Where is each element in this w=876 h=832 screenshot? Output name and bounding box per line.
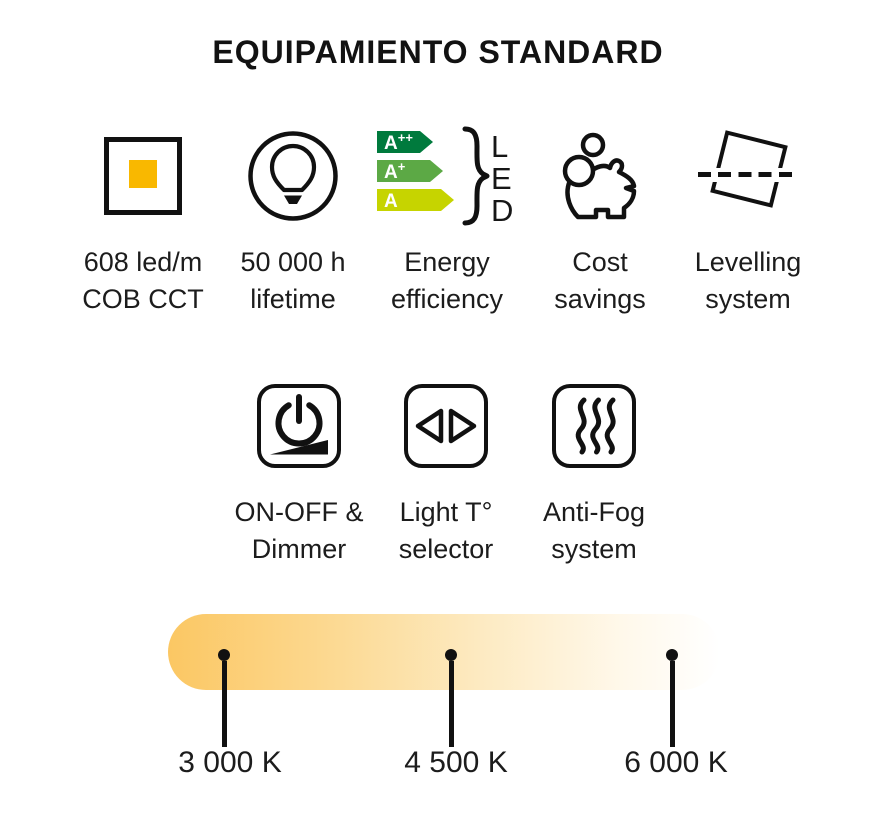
marker-dot bbox=[666, 649, 678, 661]
left-triangle bbox=[415, 408, 443, 443]
heat-wave bbox=[604, 397, 616, 454]
feature-label: 608 led/m COB CCT bbox=[82, 244, 204, 318]
feature-label-line2: Dimmer bbox=[251, 534, 347, 564]
power-dimmer-icon-svg bbox=[269, 393, 328, 454]
feature-light-temperature-selector: Light T° selector bbox=[366, 380, 526, 568]
temperature-label-3000k: 3 000 K bbox=[178, 746, 282, 779]
piggy-bank-icon-svg bbox=[562, 132, 636, 219]
temperature-label-4500k: 4 500 K bbox=[404, 746, 508, 779]
feature-label-line1: Anti-Fog bbox=[542, 497, 646, 527]
energy-arrow-a-plus-plus bbox=[377, 131, 433, 153]
cob-led-icon bbox=[104, 120, 182, 232]
light-selector-icon bbox=[404, 380, 488, 472]
marker-line bbox=[221, 661, 227, 747]
scale-marker-4500k bbox=[445, 649, 457, 747]
feature-label-line1: 608 led/m bbox=[83, 247, 203, 277]
feature-label: Anti-Fog system bbox=[543, 494, 645, 568]
feature-lifetime: 50 000 h lifetime bbox=[213, 120, 373, 318]
marker-line bbox=[448, 661, 454, 747]
power-arc bbox=[275, 401, 322, 446]
feature-label-line2: COB CCT bbox=[82, 284, 204, 314]
led-letter: D bbox=[491, 193, 513, 227]
dimmer-ramp bbox=[269, 439, 328, 454]
svg-text:A+: A+ bbox=[384, 159, 406, 183]
feature-label: Light T° selector bbox=[399, 494, 494, 568]
marker-dot bbox=[218, 649, 230, 661]
cob-chip-square bbox=[129, 160, 157, 188]
feature-label-line1: Cost bbox=[572, 247, 628, 277]
heat-wave bbox=[589, 397, 601, 454]
marker-line bbox=[669, 661, 675, 747]
led-letter: E bbox=[491, 161, 512, 196]
energy-rating-icon-svg: A++ A+ A L E D bbox=[377, 126, 513, 227]
feature-antifog-system: Anti-Fog system bbox=[514, 380, 674, 568]
coin-large bbox=[562, 154, 595, 187]
energy-rating-icon: A++ A+ A L E D bbox=[377, 120, 517, 232]
antifog-heat-icon-svg bbox=[575, 397, 616, 454]
feature-label-line1: 50 000 h bbox=[240, 247, 346, 277]
feature-label-line2: system bbox=[551, 534, 637, 564]
led-letter: L bbox=[491, 129, 508, 164]
levelling-dashed-line bbox=[697, 171, 799, 177]
antifog-heat-icon bbox=[552, 380, 636, 472]
marker-dot bbox=[445, 649, 457, 661]
feature-label-line2: system bbox=[705, 284, 791, 314]
bulb-base bbox=[284, 195, 302, 204]
feature-label-line2: lifetime bbox=[250, 284, 336, 314]
energy-arrow-a bbox=[377, 189, 454, 211]
feature-label-line1: ON-OFF & bbox=[234, 497, 364, 527]
page-title: EQUIPAMIENTO STANDARD bbox=[212, 34, 664, 70]
feature-label: ON-OFF & Dimmer bbox=[235, 494, 364, 568]
feature-onoff-dimmer: ON-OFF & Dimmer bbox=[219, 380, 379, 568]
feature-label-line1: Light T° bbox=[399, 497, 493, 527]
feature-label-line2: selector bbox=[398, 534, 494, 564]
feature-label-line2: savings bbox=[554, 284, 646, 314]
scale-marker-3000k bbox=[218, 649, 230, 747]
coin-small bbox=[580, 132, 605, 157]
feature-label: Energy efficiency bbox=[391, 244, 503, 318]
feature-cost-savings: Cost savings bbox=[520, 120, 680, 318]
feature-label: Levelling system bbox=[695, 244, 802, 318]
bulb-icon-svg bbox=[248, 131, 338, 221]
cob-led-icon-svg bbox=[104, 137, 182, 215]
feature-energy-efficiency: A++ A+ A L E D Energy efficiency bbox=[367, 120, 527, 318]
bulb-icon bbox=[247, 120, 339, 232]
heat-wave bbox=[575, 397, 587, 454]
power-dimmer-icon bbox=[257, 380, 341, 472]
energy-arrow-a-plus bbox=[377, 160, 443, 182]
curly-brace bbox=[462, 126, 490, 226]
svg-text:A: A bbox=[384, 191, 398, 212]
temperature-gradient-bar bbox=[168, 614, 720, 690]
levelling-system-icon bbox=[695, 120, 801, 232]
feature-label-line1: Levelling bbox=[694, 247, 802, 277]
light-selector-icon-svg bbox=[415, 408, 476, 443]
piggy-bank-icon bbox=[553, 120, 648, 232]
feature-levelling-system: Levelling system bbox=[668, 120, 828, 318]
feature-label: 50 000 h lifetime bbox=[240, 244, 345, 318]
feature-label: Cost savings bbox=[554, 244, 646, 318]
scale-marker-6000k bbox=[666, 649, 678, 747]
temperature-label-6000k: 6 000 K bbox=[624, 746, 728, 779]
feature-label-line1: Energy bbox=[404, 247, 490, 277]
right-triangle bbox=[448, 408, 476, 443]
feature-label-line2: efficiency bbox=[390, 284, 504, 314]
feature-cob-cct: 608 led/m COB CCT bbox=[63, 120, 223, 318]
svg-text:A++: A++ bbox=[384, 130, 413, 154]
